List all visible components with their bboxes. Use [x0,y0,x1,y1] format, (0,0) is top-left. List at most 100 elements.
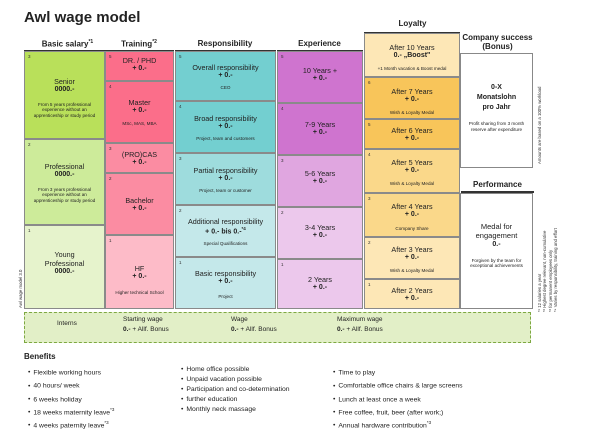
starting-wage-label: Starting wage [123,316,163,323]
benefit-item: Annual hardware contribution*3 [333,418,463,431]
cell-value: + 0.- bis 0.-*4 [205,226,246,236]
cell-description: Project, team or customer [199,187,252,193]
cell-title: Professional [44,162,85,171]
cell-description: +1 Month vacation & Boost medal [377,65,447,71]
cell-value: 0000.- [54,171,75,178]
loyalty-header: Loyalty [398,19,427,28]
training-bachelor: 2 Bachelor + 0.- [105,173,174,235]
level-number: 2 [179,208,182,213]
benefits-list-1: Flexible working hours 40 hours/ week 6 … [28,365,114,431]
benefit-item: 6 weeks holiday [28,392,114,405]
level-number: 5 [179,54,182,59]
cell-description: Project, team and customers [196,135,255,141]
cell-description: MSc, MAS, MBA [122,120,157,126]
cell-value: + 0.- [404,211,420,218]
level-number: 4 [368,152,371,157]
responsibility-basic: 1 Basic responsibility + 0.- Project [175,257,276,309]
level-number: 3 [28,54,31,59]
experience-5-6: 3 5-6 Years + 0.- [277,155,363,207]
cell-value: + 0.- [218,72,233,79]
loyalty-4-years: 3 After 4 Years + 0.- Company Share [364,193,460,237]
benefits-heading: Benefits [24,352,56,361]
responsibility-overall: 5 Overall responsibility + 0.- CEO [175,51,276,101]
cell-value: + 0.- [132,205,147,212]
benefit-item: Free coffee, fruit, beer (after work;) [333,405,463,418]
cell-value: + 0.- [132,107,147,114]
cell-title: After 5 Years [391,158,433,167]
experience-header: Experience [298,39,341,48]
basic-salary-senior: 3 Senior 0000.- From 5 years professiona… [24,51,105,139]
level-number: 5 [368,122,371,127]
training-hf: 1 HF + 0.- Higher technical School [105,235,174,309]
performance-header: Performance [473,180,522,189]
company-success-amount: 0-X Monatslohn pro Jahr [476,84,517,111]
interns-label: Interns [57,320,77,327]
cell-title: DR. / PHD [122,56,157,65]
cell-value: + 0.- [404,135,420,142]
wage-model-version: Awl wage model 3.0 [18,269,23,308]
cell-title: Young Professional [44,250,85,268]
level-number: 3 [368,196,371,201]
maximum-wage-label: Maximum wage [337,316,383,323]
wage-value: 0.- + Allf. Bonus [231,326,277,333]
cell-value: + 0.- [132,65,147,72]
cell-description: Wish & Loyalty Medal [389,267,435,273]
level-number: 2 [281,210,284,215]
loyalty-10-years: After 10 Years 0.- „Boost" +1 Month vaca… [364,33,460,77]
benefit-item: Flexible working hours [28,365,114,378]
footnotes: *¹ 12 salaries a year *² Highest degree … [537,228,558,312]
cell-title: 7-9 Years [304,120,336,129]
cell-description: Wish & Loyalty Medal [389,109,435,115]
benefits-list-2: Home office possible Unpaid vacation pos… [181,365,290,415]
level-number: 2 [368,240,371,245]
cell-title: After 2 Years [391,286,433,295]
responsibility-header: Responsibility [197,39,253,48]
level-number: 5 [281,54,284,59]
level-number: 1 [28,228,31,233]
footnote: *⁴ Varies by responsibility, training an… [553,228,559,312]
cell-title: Master [128,98,151,107]
company-success-description: Profit sharing from 3 month reserve afte… [468,121,525,132]
footnote: *² Highest degree relevant, non-cumulati… [542,230,548,312]
level-number: 4 [179,104,182,109]
cell-value: + 0.- [312,178,328,185]
benefit-item: Lunch at least once a week [333,392,463,405]
loyalty-6-years: 5 After 6 Years + 0.- [364,119,460,149]
cell-value: + 0.- [404,167,420,174]
cell-description: Special Qualifications [203,241,248,247]
cell-title: HF [134,264,145,273]
basic-salary-professional: 2 Professional 0000.- From 3 years profe… [24,139,105,225]
cell-title: Additional responsibility [187,217,264,226]
level-number: 3 [179,156,182,161]
cell-value: + 0.- [132,273,147,280]
wage-label: Wage [231,316,248,323]
training-phd: 5 DR. / PHD + 0.- [105,51,174,81]
cell-value: + 0.- [132,159,147,166]
level-number: 5 [109,54,112,59]
cell-value: + 0.- [312,129,328,136]
maximum-wage-value: 0.- + Allf. Bonus [337,326,383,333]
level-number: 6 [368,80,371,85]
workload-note: Amounts are based on a 100% workload [537,86,542,164]
cell-description: From 3 years professional experience wit… [33,186,96,204]
cell-value: + 0.- [218,278,233,285]
header-underline [461,191,534,193]
benefit-item: Monthly neck massage [181,405,290,415]
loyalty-7-years: 6 After 7 Years + 0.- Wish & Loyalty Med… [364,77,460,119]
cell-title: After 7 Years [391,87,433,96]
cell-title: Broad responsibility [194,114,257,123]
cell-value: + 0.- [404,96,420,103]
cell-description: Forgiven by the team for exceptional ach… [470,257,523,269]
level-number: 2 [28,142,31,147]
performance-box: Medal for engagement 0.- Forgiven by the… [460,193,533,309]
benefit-item: further education [181,395,290,405]
cell-title: 5-6 Years [304,169,336,178]
level-number: 1 [281,262,284,267]
cell-title: After 10 Years [389,43,435,52]
cell-value: + 0.- [404,254,420,261]
cell-value: + 0.- [312,232,328,239]
experience-2: 1 2 Years + 0.- [277,259,363,309]
cell-title: 3-4 Years [304,223,336,232]
cell-value: + 0.- [312,75,328,82]
cell-title: After 3 Years [391,245,433,254]
